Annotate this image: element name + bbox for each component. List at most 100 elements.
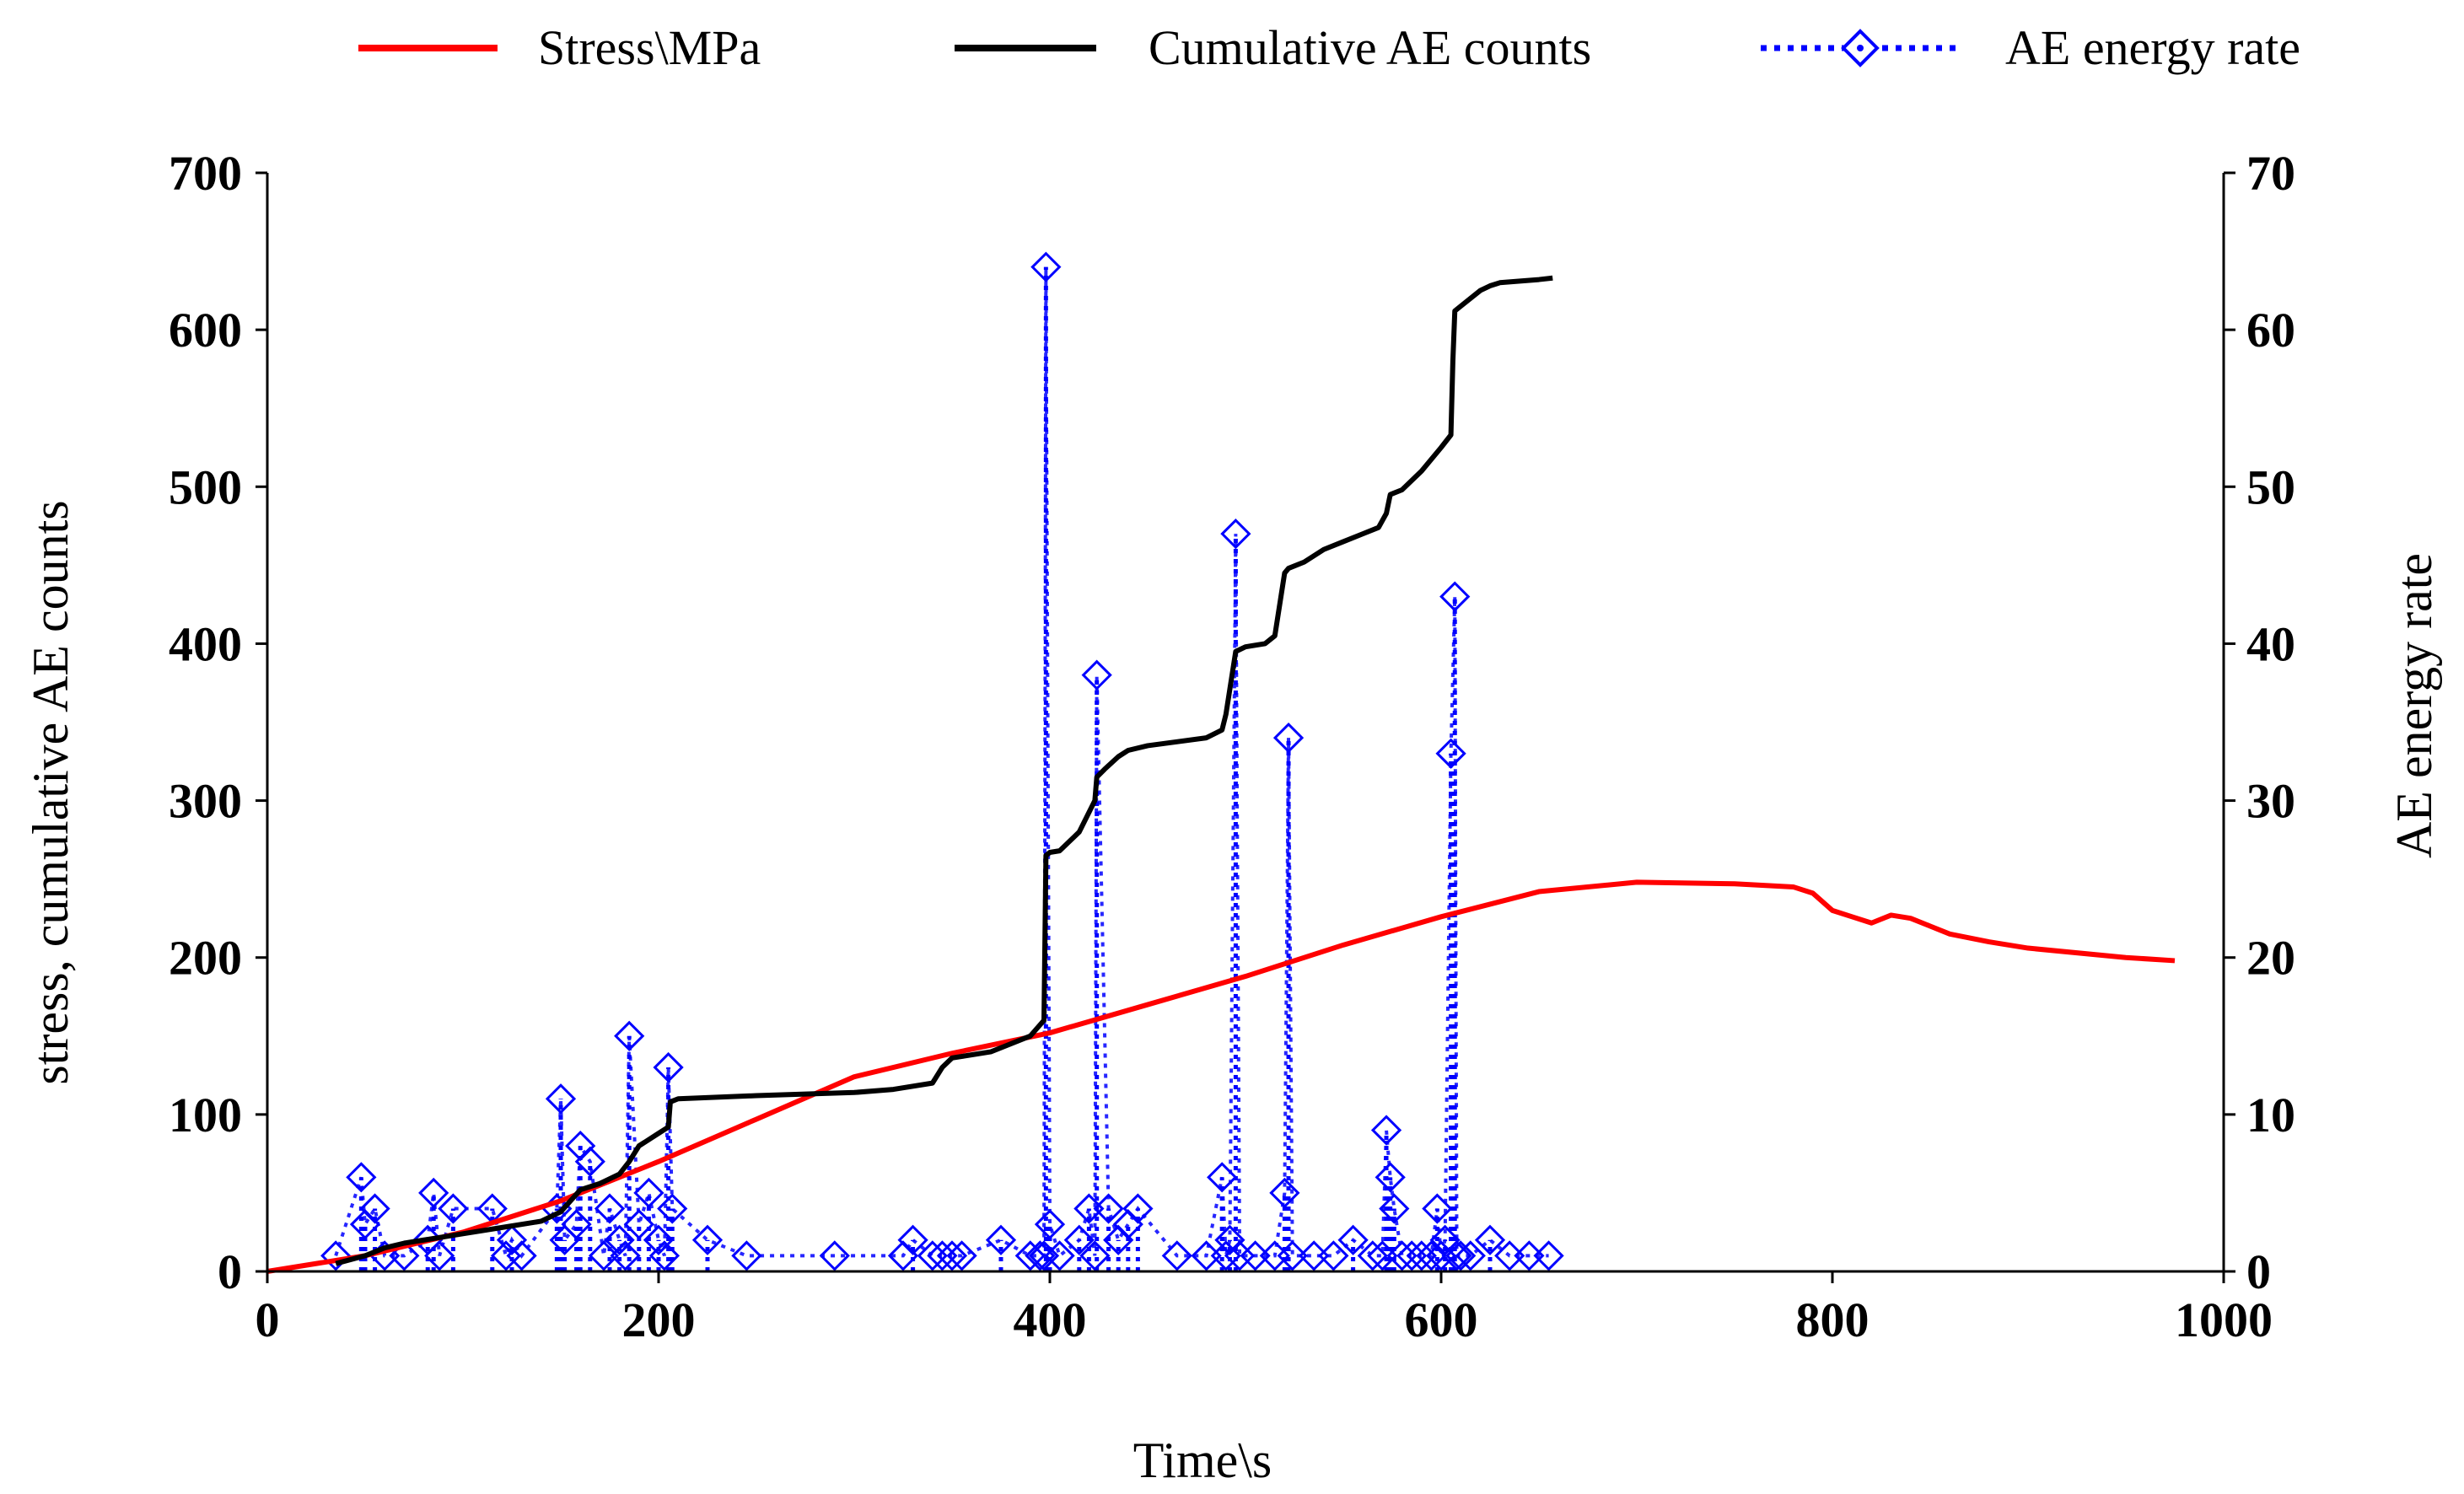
ae-energy-rate-point xyxy=(1224,1240,1256,1271)
x-tick-label: 200 xyxy=(622,1292,696,1347)
ae-energy-rate-line xyxy=(334,266,1549,1261)
series-stress-line xyxy=(266,879,2176,1274)
ae-energy-rate-point xyxy=(1375,1162,1406,1193)
ae-energy-rate-point xyxy=(1439,581,1471,612)
ae-energy-rate-point xyxy=(1277,1240,1308,1271)
ae-energy-rate-point xyxy=(574,1146,605,1177)
ae-energy-rate-point xyxy=(1034,1209,1066,1240)
ae-energy-rate-point xyxy=(594,1193,626,1224)
ae-energy-rate-point xyxy=(545,1083,577,1115)
ae-energy-rate-point xyxy=(1081,659,1112,691)
ae-energy-rate-point xyxy=(1210,1240,1241,1271)
ae-energy-rate-point xyxy=(1422,1193,1453,1224)
y2-axis-title: AE energy rate xyxy=(2386,553,2442,858)
ae-energy-rate-point xyxy=(1220,519,1251,550)
ae-energy-rate-point xyxy=(588,1240,620,1271)
ae-energy-rate-point xyxy=(614,1020,645,1051)
x-tick-label: 0 xyxy=(256,1292,280,1347)
ae-energy-rate-point xyxy=(1416,1240,1447,1271)
ae-energy-rate-point xyxy=(657,1193,688,1224)
ae-energy-rate-point xyxy=(946,1240,977,1271)
ae-energy-rate-point xyxy=(1441,1240,1472,1271)
y-tick-label: 100 xyxy=(169,1088,242,1142)
ae-energy-rate-point xyxy=(643,1224,675,1255)
ae-energy-rate-point xyxy=(1079,1240,1111,1271)
axes: 0 200 400 600 800 100001002003004005006007000… xyxy=(169,146,2295,1347)
legend: Stress\MPa Cumulative AE counts AE energ… xyxy=(358,20,2300,75)
y-tick-label: 0 xyxy=(218,1244,242,1299)
ae-energy-rate-point xyxy=(1318,1240,1349,1271)
y2-tick-label: 10 xyxy=(2246,1088,2295,1142)
ae-energy-rate-point xyxy=(1435,738,1466,769)
y-tick-label: 600 xyxy=(169,303,242,357)
ae-energy-rate-point xyxy=(320,1240,352,1271)
ae-energy-rate-point xyxy=(1207,1162,1238,1193)
ae-energy-rate-point xyxy=(1379,1193,1410,1224)
ae-energy-rate-point xyxy=(389,1240,420,1271)
ae-energy-rate-point xyxy=(1028,1240,1060,1271)
ae-energy-rate-point xyxy=(1445,1240,1477,1271)
ae-energy-rate-point xyxy=(691,1224,724,1255)
ae-energy-rate-point xyxy=(359,1193,390,1224)
ae-energy-rate-point xyxy=(623,1209,654,1240)
x-tick-label: 1000 xyxy=(2175,1292,2273,1347)
ae-energy-rate-point xyxy=(936,1240,968,1271)
y-tick-label: 700 xyxy=(169,146,242,201)
series-cumulative-ae-counts-line xyxy=(335,275,1553,1266)
ae-energy-rate-point xyxy=(1337,1224,1369,1255)
series-ae-energy-rate xyxy=(320,251,1564,1271)
ae-energy-rate-point xyxy=(648,1240,681,1271)
ae-energy-rate-point xyxy=(424,1240,455,1271)
ae-energy-rate-point xyxy=(1272,722,1305,754)
ae-energy-rate-point xyxy=(897,1224,928,1255)
y2-tick-label: 0 xyxy=(2246,1244,2271,1299)
y-tick-label: 400 xyxy=(169,616,242,671)
ae-energy-rate-point xyxy=(1044,1240,1075,1271)
plot-area xyxy=(266,251,2176,1274)
ae-energy-rate-point xyxy=(1269,1177,1300,1209)
ae-energy-rate-point xyxy=(633,1177,664,1209)
y-tick-label: 500 xyxy=(169,459,242,514)
legend-marker-dot xyxy=(1857,45,1864,51)
ae-energy-rate-point xyxy=(1030,251,1062,282)
ae-energy-rate-point xyxy=(346,1162,377,1193)
ae-energy-rate-point xyxy=(1161,1240,1192,1271)
ae-energy-rate-point xyxy=(1370,1115,1402,1146)
legend-label-stress: Stress\MPa xyxy=(538,20,761,75)
y-axis-title: stress, cumulative AE counts xyxy=(23,500,78,1084)
ae-energy-rate-point xyxy=(1367,1240,1398,1271)
x-tick-label: 600 xyxy=(1405,1292,1478,1347)
y2-tick-label: 70 xyxy=(2246,146,2295,201)
x-tick-label: 400 xyxy=(1014,1292,1087,1347)
ae-energy-rate-point xyxy=(731,1240,762,1271)
y2-tick-label: 40 xyxy=(2246,616,2295,671)
ae-energy-rate-point xyxy=(604,1224,635,1255)
ae-energy-rate-point xyxy=(985,1224,1017,1255)
x-tick-label: 800 xyxy=(1796,1292,1870,1347)
x-axis-title: Time\s xyxy=(1133,1432,1272,1488)
ae-energy-rate-point xyxy=(610,1240,641,1271)
y-tick-label: 200 xyxy=(169,931,242,986)
ae-energy-rate-point xyxy=(418,1177,449,1209)
ae-energy-rate-point xyxy=(1014,1240,1046,1271)
ae-energy-rate-point xyxy=(653,1051,684,1083)
legend-label-cumulative-ae-counts: Cumulative AE counts xyxy=(1149,20,1591,75)
ae-energy-rate-point xyxy=(1093,1193,1124,1224)
ae-energy-rate-point xyxy=(1474,1224,1506,1255)
ae-energy-rate-point xyxy=(1357,1240,1388,1271)
y2-tick-label: 50 xyxy=(2246,459,2295,514)
ae-energy-rate-point xyxy=(819,1240,850,1271)
ae-energy-rate-point xyxy=(1533,1240,1564,1271)
ae-energy-rate-point xyxy=(1455,1240,1486,1271)
ae-energy-rate-point xyxy=(1063,1224,1095,1255)
ae-energy-rate-point xyxy=(1122,1193,1154,1224)
y-tick-label: 300 xyxy=(169,774,242,829)
y2-tick-label: 30 xyxy=(2246,774,2295,829)
y2-tick-label: 20 xyxy=(2246,931,2295,986)
ae-energy-rate-point xyxy=(561,1209,592,1240)
ae-energy-rate-point xyxy=(506,1240,537,1271)
y2-tick-label: 60 xyxy=(2246,303,2295,357)
legend-label-ae-energy-rate: AE energy rate xyxy=(2005,20,2300,75)
ae-energy-rate-point xyxy=(438,1193,469,1224)
